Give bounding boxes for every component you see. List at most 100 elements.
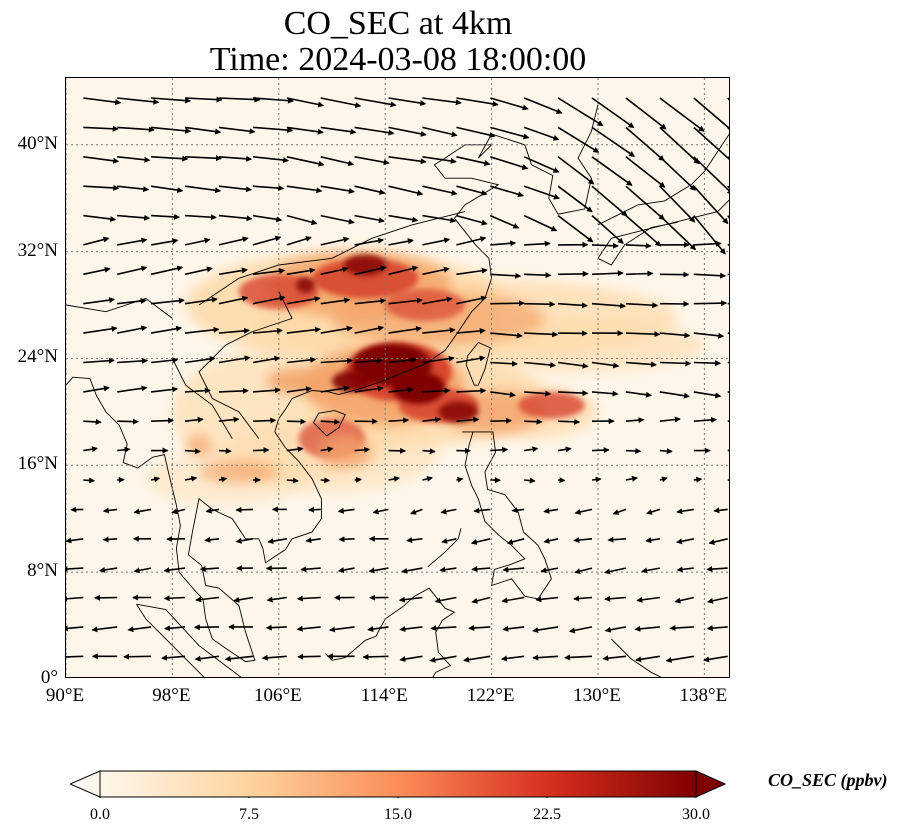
- wind-arrow: [490, 332, 523, 339]
- wind-arrow: [388, 185, 424, 196]
- wind-arrow: [708, 538, 728, 545]
- wind-arrow: [625, 417, 645, 424]
- wind-arrow: [184, 126, 222, 135]
- wind-arrow: [117, 385, 148, 393]
- wind-arrow: [659, 126, 700, 165]
- wind-arrow: [557, 126, 600, 153]
- coastline: [610, 638, 662, 677]
- wind-arrow: [388, 126, 427, 137]
- wind-arrow: [184, 296, 218, 305]
- colorbar-under-arrow: [70, 770, 101, 798]
- wind-arrow: [676, 508, 694, 515]
- wind-arrow: [659, 156, 696, 191]
- wind-arrow: [320, 385, 350, 393]
- wind-arrow: [233, 596, 254, 603]
- wind-arrow: [252, 268, 286, 276]
- wind-arrow: [266, 596, 287, 603]
- wind-arrow: [66, 625, 84, 632]
- wind-arrow: [252, 417, 277, 424]
- wind-arrow: [368, 567, 389, 574]
- wind-arrow: [224, 655, 253, 662]
- wind-arrow: [604, 567, 627, 575]
- wind-arrow: [543, 537, 559, 544]
- wind-arrow: [456, 387, 487, 394]
- wind-arrow: [204, 536, 219, 543]
- wind-arrow: [388, 97, 427, 106]
- wind-arrow: [501, 596, 525, 604]
- wind-arrow: [388, 325, 423, 334]
- plume-patch: [318, 435, 372, 468]
- wind-arrow: [218, 387, 249, 394]
- wind-arrow: [406, 537, 423, 543]
- wind-arrow: [83, 156, 120, 164]
- coastline: [313, 410, 346, 437]
- wind-arrow: [456, 476, 464, 483]
- wind-arrow: [252, 235, 282, 246]
- wind-arrow: [218, 96, 261, 103]
- wind-arrow: [388, 476, 401, 482]
- wind-arrow: [625, 242, 652, 249]
- wind-arrow: [532, 654, 559, 661]
- plume-patch: [385, 289, 465, 322]
- wind-arrow: [602, 655, 626, 662]
- wind-arrow: [150, 265, 184, 276]
- wind-arrow: [659, 185, 696, 223]
- wind-arrow: [693, 300, 728, 307]
- wind-arrow: [463, 655, 491, 663]
- lat-tick-label: 24°N: [17, 346, 58, 368]
- wind-arrow: [184, 185, 222, 194]
- wind-arrow: [388, 356, 417, 364]
- wind-arrow: [591, 390, 619, 397]
- colorbar-tick-label: 30.0: [682, 806, 710, 823]
- wind-arrow: [286, 477, 299, 484]
- wind-arrow: [184, 214, 217, 221]
- wind-arrow: [218, 185, 252, 193]
- wind-arrow: [151, 213, 181, 220]
- lon-tick-label: 90°E: [45, 685, 85, 706]
- wind-arrow: [399, 626, 423, 632]
- lon-tick-label: 122°E: [466, 685, 515, 706]
- wind-arrow: [252, 355, 281, 364]
- wind-arrow: [184, 326, 220, 334]
- wind-arrow: [286, 418, 307, 425]
- wind-arrow: [83, 97, 122, 106]
- wind-arrow: [490, 272, 522, 279]
- wind-arrow: [102, 536, 118, 543]
- wind-arrow: [706, 566, 728, 573]
- wind-arrow: [337, 507, 355, 514]
- wind-arrow: [591, 302, 627, 309]
- plume-patch: [518, 391, 585, 419]
- wind-arrow: [490, 417, 512, 424]
- wind-arrow: [557, 446, 572, 453]
- wind-arrow: [693, 476, 703, 483]
- wind-arrow: [665, 655, 694, 663]
- wind-arrow: [320, 477, 331, 484]
- wind-arrow: [194, 655, 220, 662]
- wind-arrow: [523, 156, 560, 173]
- wind-arrow: [574, 567, 593, 575]
- wind-arrow: [456, 156, 491, 167]
- wind-arrow: [502, 566, 525, 573]
- wind-arrow: [439, 566, 457, 573]
- wind-arrow: [693, 185, 729, 225]
- wind-arrow: [218, 295, 249, 305]
- plume-patch: [332, 370, 372, 392]
- wind-arrow: [693, 272, 727, 279]
- wind-arrow: [117, 418, 139, 425]
- wind-arrow: [573, 537, 593, 544]
- wind-arrow: [354, 298, 387, 305]
- coastline: [427, 527, 462, 568]
- wind-arrow: [524, 301, 556, 308]
- wind-arrow: [66, 595, 84, 602]
- wind-arrow: [184, 387, 211, 394]
- wind-arrow: [490, 446, 509, 453]
- wind-arrow: [564, 654, 593, 661]
- wind-arrow: [693, 391, 722, 399]
- wind-arrow: [693, 156, 729, 195]
- wind-arrow: [574, 508, 593, 515]
- wind-arrow: [218, 155, 253, 162]
- lat-tick-label: 16°N: [17, 453, 58, 475]
- wind-arrow: [693, 416, 718, 423]
- wind-arrow: [305, 537, 321, 544]
- wind-arrow: [150, 238, 179, 246]
